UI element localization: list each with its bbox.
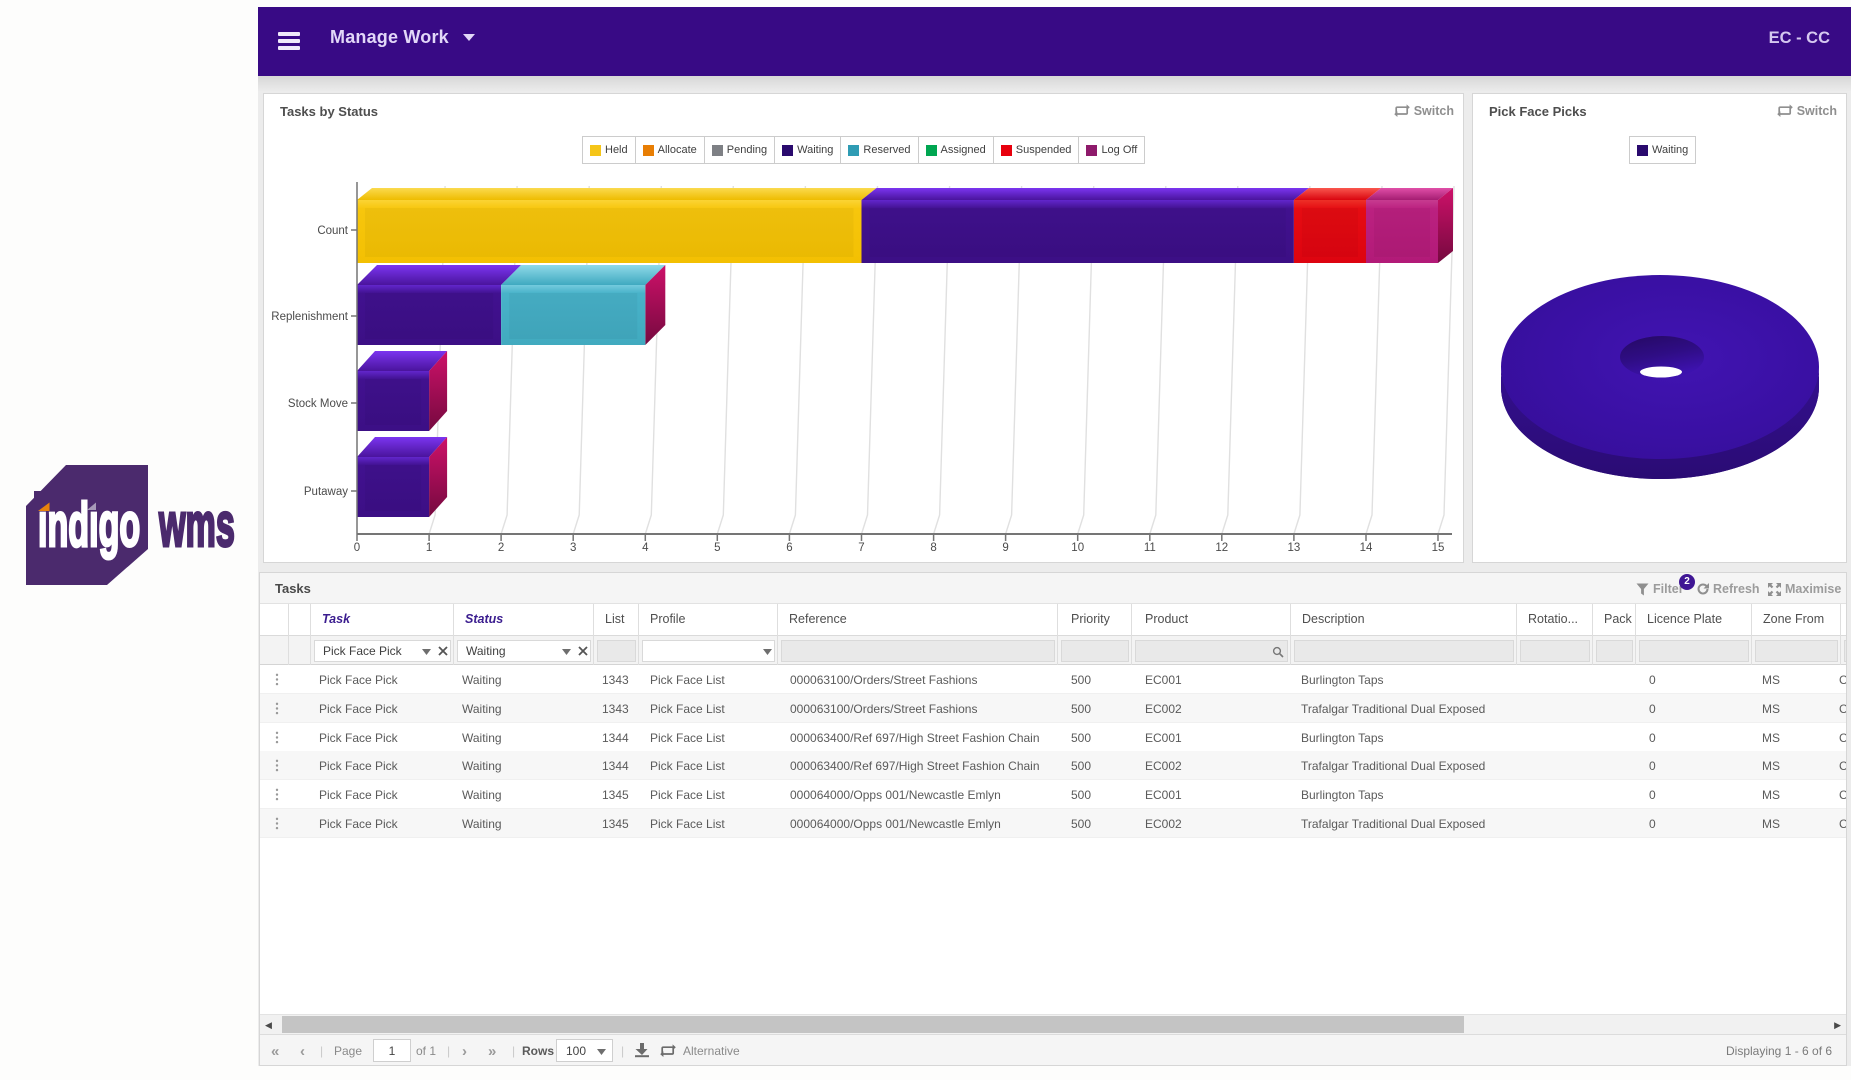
svg-text:indigo: indigo <box>38 490 140 559</box>
svg-text:wms: wms <box>158 490 234 559</box>
svg-text:Count: Count <box>317 225 348 237</box>
svg-text:13: 13 <box>1288 542 1301 554</box>
svg-text:4: 4 <box>642 542 649 554</box>
svg-text:0: 0 <box>354 542 360 554</box>
svg-text:7: 7 <box>858 542 864 554</box>
svg-text:Replenishment: Replenishment <box>271 311 349 323</box>
svg-text:1: 1 <box>426 542 432 554</box>
svg-text:14: 14 <box>1360 542 1373 554</box>
svg-text:12: 12 <box>1215 542 1228 554</box>
svg-text:3: 3 <box>570 542 576 554</box>
svg-text:2: 2 <box>498 542 504 554</box>
svg-text:Putaway: Putaway <box>304 486 348 498</box>
svg-text:5: 5 <box>714 542 720 554</box>
svg-text:11: 11 <box>1144 542 1156 554</box>
svg-text:10: 10 <box>1071 542 1084 554</box>
svg-text:8: 8 <box>930 542 936 554</box>
svg-text:9: 9 <box>1002 542 1008 554</box>
svg-text:6: 6 <box>786 542 792 554</box>
svg-text:15: 15 <box>1432 542 1445 554</box>
svg-text:Stock Move: Stock Move <box>288 398 348 410</box>
